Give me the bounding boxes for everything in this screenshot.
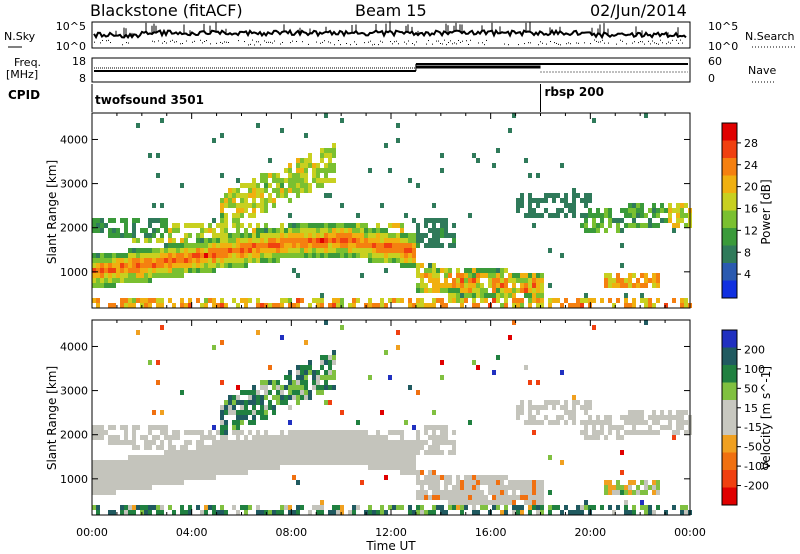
colorbar-swatch — [722, 280, 737, 298]
colorbar-tick-label: 100 — [744, 363, 765, 376]
noise-right-tick-low: 10^0 — [708, 40, 738, 53]
x-tick-label: 00:00 — [76, 526, 108, 539]
colorbar-swatch — [722, 193, 737, 211]
power-colorbar-label: Power [dB] — [759, 179, 773, 244]
freq-label-1: Freq. — [14, 56, 41, 69]
colorbar-swatch — [722, 210, 737, 228]
cpid-label: CPID — [8, 88, 40, 102]
freq-label-2: [MHz] — [6, 68, 38, 81]
colorbar-tick-label: 12 — [744, 224, 758, 237]
power-colorbar: 4 8 12 16 20 24 28 — [721, 122, 758, 299]
freq-right-tick-low: 0 — [708, 72, 715, 85]
time-axis-label: Time UT — [365, 539, 416, 553]
noise-left-tick-low: 10^0 — [56, 40, 86, 53]
noise-traces — [93, 21, 687, 46]
freq-right-tick-high: 60 — [708, 55, 722, 68]
colorbar-swatch — [722, 452, 737, 470]
colorbar-tick-label: -200 — [744, 480, 769, 493]
colorbar-tick-label: 24 — [744, 159, 758, 172]
colorbar-tick-label: 50 — [744, 382, 758, 395]
x-tick-label: 08:00 — [275, 526, 307, 539]
y-tick-label: 4000 — [60, 340, 88, 353]
colorbar-swatch — [722, 435, 737, 453]
velocity-ylabel: Slant Range [km] — [45, 366, 59, 470]
velocity-heatmap — [92, 320, 692, 515]
colorbar-swatch — [722, 417, 737, 435]
colorbar-swatch — [722, 140, 737, 158]
y-tick-label: 1000 — [60, 266, 88, 279]
station-title: Blackstone (fitACF) — [90, 1, 243, 20]
y-tick-label: 4000 — [60, 133, 88, 146]
x-tick-label: 04:00 — [176, 526, 208, 539]
colorbar-swatch — [722, 330, 737, 348]
cpid-segment-rbsp: rbsp 200 — [545, 85, 604, 99]
noise-panel: N.Sky 10^5 10^0 10^5 10^0 N.Search — [4, 20, 796, 53]
colorbar-swatch — [722, 365, 737, 383]
nave-label: Nave — [748, 64, 776, 77]
freq-traces — [94, 63, 688, 73]
y-tick-label: 3000 — [60, 385, 88, 398]
cpid-panel: CPID twofsound 3501 rbsp 200 — [8, 84, 604, 112]
x-tick-label: 12:00 — [375, 526, 407, 539]
colorbar-swatch — [722, 175, 737, 193]
colorbar-tick-label: -100 — [744, 460, 769, 473]
x-tick-label: 16:00 — [475, 526, 507, 539]
x-tick-label: 20:00 — [574, 526, 606, 539]
colorbar-swatch — [722, 228, 737, 246]
noise-left-label: N.Sky — [4, 30, 36, 43]
colorbar-tick-label: 15 — [744, 402, 758, 415]
power-axes: 1000 2000 3000 4000 — [60, 113, 691, 308]
colorbar-tick-label: 20 — [744, 181, 758, 194]
date-label: 02/Jun/2014 — [590, 1, 687, 20]
velocity-axes: 1000 2000 3000 4000 — [60, 320, 691, 515]
freq-panel: Freq. [MHz] 18 8 60 0 Nave — [6, 55, 776, 85]
colorbar-swatch — [722, 487, 737, 505]
colorbar-tick-label: 28 — [744, 137, 758, 150]
colorbar-tick-label: 4 — [744, 268, 751, 281]
colorbar-swatch — [722, 245, 737, 263]
x-tick-label: 00:00 — [674, 526, 706, 539]
colorbar-swatch — [722, 382, 737, 400]
y-tick-label: 3000 — [60, 178, 88, 191]
noise-sky-trace — [93, 28, 687, 40]
noise-right-tick-high: 10^5 — [708, 20, 738, 33]
colorbar-swatch — [722, 263, 737, 281]
power-panel: 1000 2000 3000 4000 Slant Range [km] 4 8 12 16… — [45, 112, 773, 309]
time-axis: 00:00 04:00 08:00 12:00 16:00 20:00 00:00 — [76, 526, 706, 539]
colorbar-swatch — [722, 123, 737, 141]
y-tick-label: 2000 — [60, 222, 88, 235]
colorbar-tick-label: 16 — [744, 203, 758, 216]
velocity-colorbar: 200 100 50 15 -15 -50 -100 -200 — [721, 329, 769, 506]
power-heatmap — [92, 113, 692, 308]
colorbar-tick-label: 200 — [744, 343, 765, 356]
velocity-colorbar-label: Velocity [m s^-1] — [759, 366, 773, 470]
colorbar-swatch — [722, 400, 737, 418]
y-tick-label: 1000 — [60, 473, 88, 486]
noise-left-tick-high: 10^5 — [56, 20, 86, 33]
freq-left-tick-high: 18 — [72, 55, 86, 68]
colorbar-swatch — [722, 347, 737, 365]
y-tick-label: 2000 — [60, 429, 88, 442]
velocity-panel: 1000 2000 3000 4000 Slant Range [km] 200 100… — [45, 319, 773, 516]
colorbar-tick-label: 8 — [744, 246, 751, 259]
freq-left-tick-low: 8 — [79, 72, 86, 85]
colorbar-swatch — [722, 470, 737, 488]
cpid-segment-twofsound: twofsound 3501 — [95, 93, 204, 107]
colorbar-tick-label: -15 — [744, 421, 762, 434]
beam-label: Beam 15 — [355, 1, 427, 20]
power-ylabel: Slant Range [km] — [45, 160, 59, 264]
colorbar-swatch — [722, 158, 737, 176]
colorbar-tick-label: -50 — [744, 441, 762, 454]
noise-right-label: N.Search — [745, 30, 795, 43]
